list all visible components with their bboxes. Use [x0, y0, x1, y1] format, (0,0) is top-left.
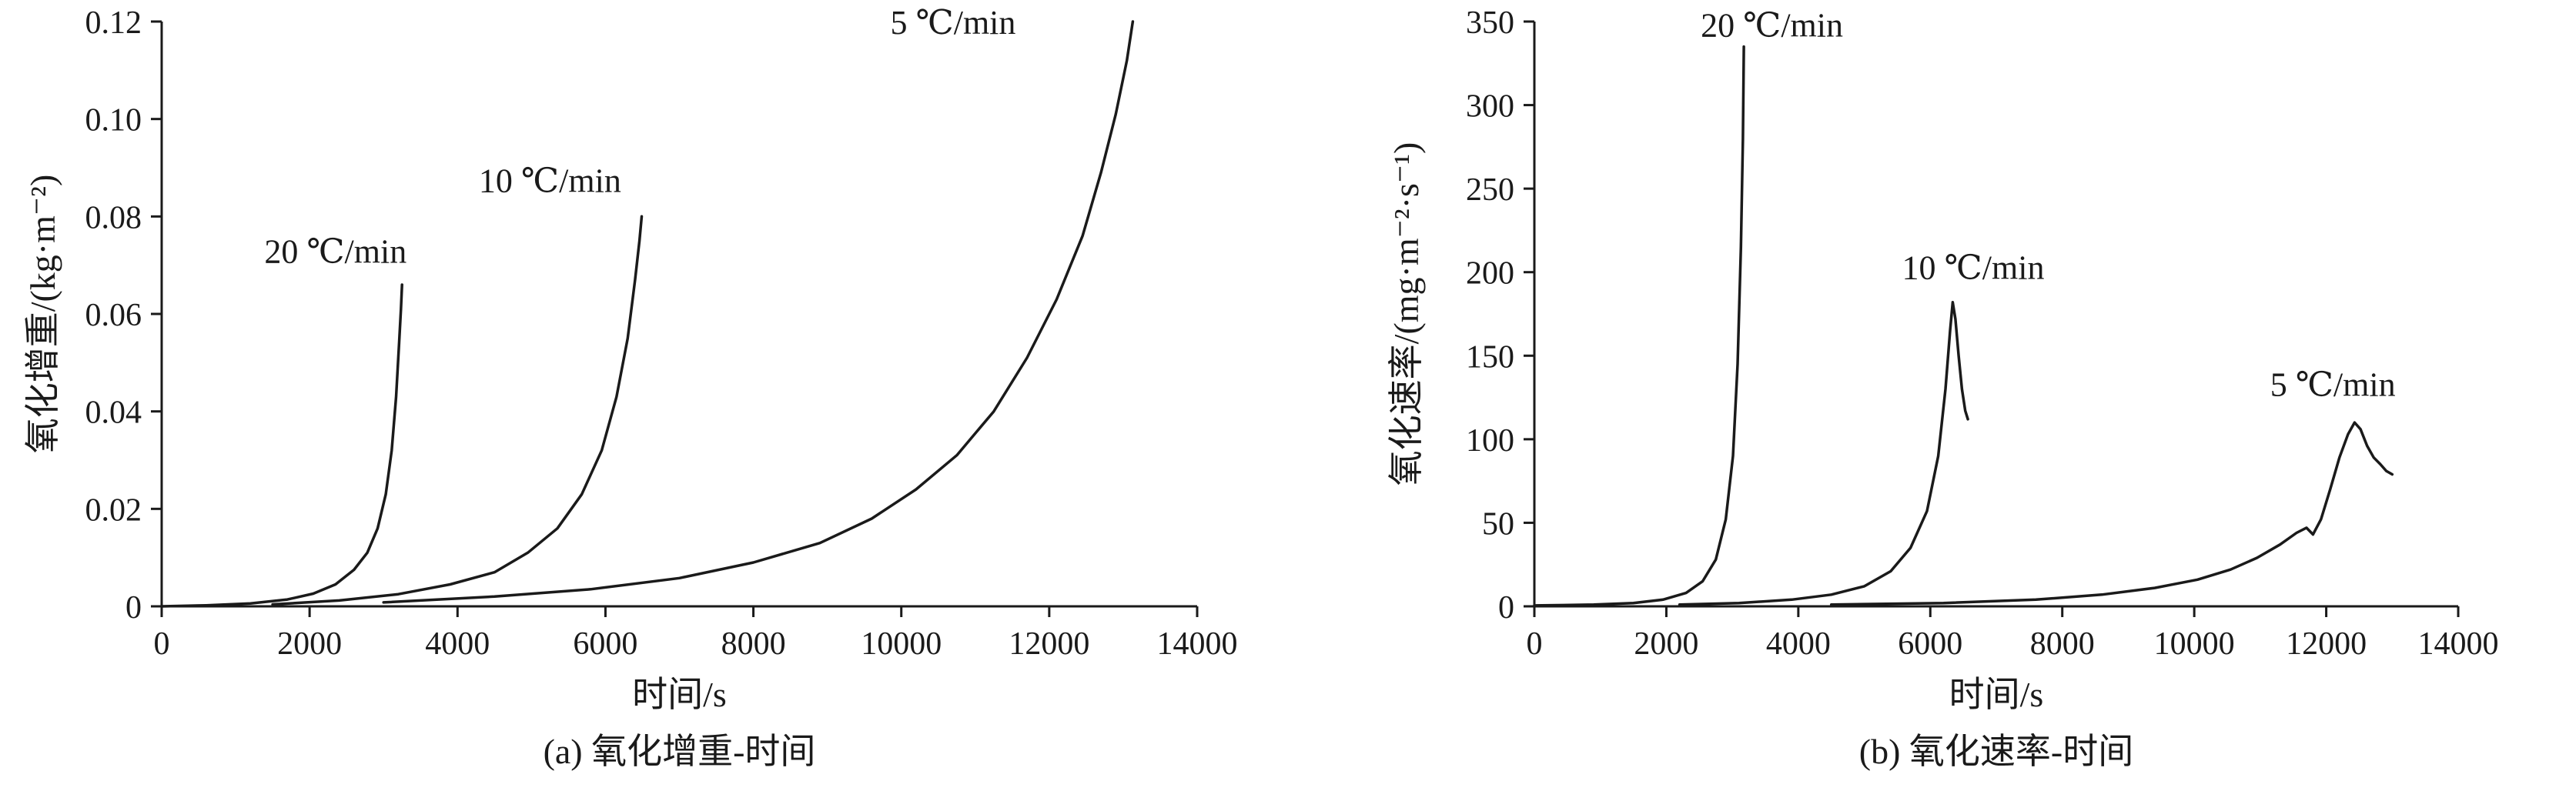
- x-tick-label: 8000: [721, 626, 786, 662]
- x-axis-label-a: 时间/s: [632, 675, 727, 714]
- y-tick-label: 0.02: [85, 492, 142, 528]
- y-tick-label: 0.04: [85, 396, 142, 431]
- y-tick-label: 300: [1466, 89, 1514, 125]
- y-tick-label: 350: [1466, 5, 1514, 41]
- x-tick-label: 14000: [2418, 626, 2499, 662]
- y-tick-label: 200: [1466, 256, 1514, 292]
- y-tick-label: 0.08: [85, 200, 142, 235]
- y-tick-label: 150: [1466, 339, 1514, 375]
- y-tick-label: 100: [1466, 423, 1514, 459]
- caption-a: (a) 氧化增重-时间: [543, 732, 816, 771]
- x-tick-label: 10000: [2154, 626, 2235, 662]
- x-tick-label: 2000: [1634, 626, 1698, 662]
- x-tick-label: 8000: [2030, 626, 2095, 662]
- y-axis-label-a: 氧化增重/(kg·m⁻²): [23, 174, 62, 454]
- x-axis-label-b: 时间/s: [1949, 675, 2044, 714]
- y-tick-label: 0.10: [85, 103, 142, 139]
- chart-panel-a: 0 2000 4000 6000 8000 10000 12000 14000 0 0.02 0.0…: [23, 4, 1238, 771]
- series-curve: [1678, 301, 1969, 606]
- x-tick-label: 12000: [2286, 626, 2367, 662]
- series-curve: [271, 215, 644, 606]
- y-tick-label: 50: [1482, 506, 1514, 542]
- x-tick-label: 4000: [425, 626, 490, 662]
- y-tick-label: 250: [1466, 172, 1514, 208]
- y-tick-label: 0.12: [85, 5, 142, 41]
- caption-b: (b) 氧化速率-时间: [1858, 732, 2134, 771]
- x-tick-label: 0: [1527, 626, 1543, 662]
- y-tick-label: 0: [1498, 590, 1514, 626]
- series-label: 10 ℃/min: [1902, 249, 2045, 286]
- series-label: 20 ℃/min: [1701, 7, 1843, 45]
- series-label: 5 ℃/min: [2270, 365, 2396, 403]
- y-tick-label: 0.06: [85, 298, 142, 333]
- x-tick-label: 6000: [1898, 626, 1962, 662]
- plot-area-a: 0 2000 4000 6000 8000 10000 12000 14000 0 0.02 0.0…: [85, 4, 1238, 662]
- series-label: 10 ℃/min: [479, 162, 621, 200]
- y-tick-label: 0: [125, 590, 142, 626]
- x-tick-label: 10000: [861, 626, 942, 662]
- series-curve: [160, 283, 403, 608]
- y-axis-label-b: 氧化速率/(mg·m⁻²·s⁻¹): [1387, 142, 1426, 486]
- x-tick-label: 2000: [277, 626, 342, 662]
- chart-panel-b: 0 2000 4000 6000 8000 10000 12000 14000 0 50 100 15…: [1288, 0, 2576, 791]
- x-tick-label: 6000: [573, 626, 637, 662]
- plot-area-b: 0 2000 4000 6000 8000 10000 12000 14000 0 50 100 15…: [1466, 5, 2499, 662]
- x-tick-label: 4000: [1766, 626, 1831, 662]
- x-tick-label: 14000: [1157, 626, 1238, 662]
- series-label: 20 ℃/min: [264, 233, 406, 271]
- series-curve: [382, 20, 1135, 604]
- series-curve: [1829, 421, 2394, 606]
- x-tick-label: 12000: [1009, 626, 1089, 662]
- series-curve: [1533, 45, 1745, 607]
- series-label: 5 ℃/min: [891, 4, 1016, 42]
- x-tick-label: 0: [154, 626, 170, 662]
